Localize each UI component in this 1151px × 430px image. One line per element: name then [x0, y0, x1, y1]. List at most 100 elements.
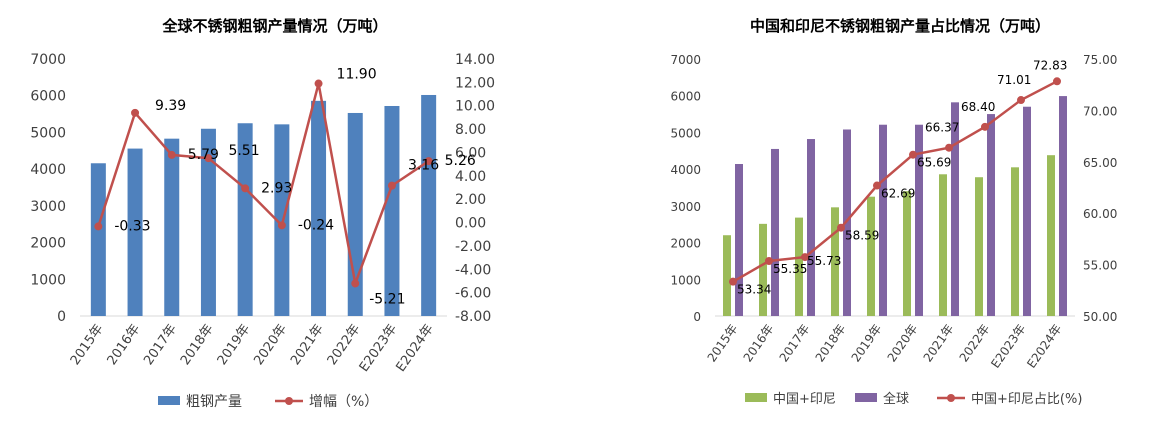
- data-label: 3.16: [408, 158, 439, 174]
- bar-2-2: [1023, 106, 1031, 316]
- right-axis-tick-label: 4.00: [455, 169, 486, 185]
- right-axis-tick-label: 50.00: [1083, 310, 1117, 324]
- bar-2-2: [987, 114, 995, 316]
- chart1-title: 全球不锈钢粗钢产量情况（万吨）: [161, 17, 387, 35]
- left-axis-tick-label: 4000: [30, 162, 66, 178]
- category-tick-label: E2023年: [988, 322, 1028, 371]
- left-axis-tick-label: 6000: [670, 90, 701, 104]
- category-tick-label: 2015年: [705, 322, 741, 365]
- category-tick-label: 2018年: [178, 322, 217, 368]
- data-label: 62.69: [881, 187, 915, 201]
- line-point: [873, 181, 881, 190]
- category-tick-label: 2017年: [141, 322, 180, 368]
- legend-label: 中国+印尼: [773, 392, 836, 407]
- bar-1-1: [311, 100, 327, 317]
- bar-1-1: [164, 138, 180, 316]
- line-point: [204, 154, 213, 163]
- left-axis-tick-label: 5000: [670, 126, 701, 140]
- data-label: -0.33: [114, 218, 150, 234]
- line-point: [277, 221, 286, 230]
- bar-2-1: [1047, 155, 1055, 316]
- data-label: 9.39: [155, 98, 186, 114]
- line-point: [387, 181, 396, 190]
- line-point: [981, 122, 989, 131]
- data-label: 58.59: [845, 229, 879, 243]
- bar-1-1: [90, 163, 106, 316]
- category-tick-label: 2015年: [68, 322, 107, 368]
- data-label: 5.51: [228, 143, 259, 159]
- left-axis-tick-label: 3000: [670, 200, 701, 214]
- data-label: -0.24: [298, 217, 334, 233]
- line-point: [909, 150, 917, 159]
- data-label: -5.21: [369, 291, 405, 307]
- data-label: 5.79: [188, 147, 219, 163]
- data-label: 55.35: [773, 262, 807, 276]
- right-axis-tick-label: -8.00: [455, 309, 491, 325]
- line-series: [732, 80, 1058, 283]
- right-axis-tick-label: 14.00: [455, 52, 495, 68]
- bar-2-2: [951, 102, 959, 316]
- legend-marker: [285, 397, 293, 405]
- right-axis-tick-label: 10.00: [455, 99, 495, 115]
- category-tick-label: 2022年: [325, 322, 364, 368]
- right-axis-tick-label: 75.00: [1083, 53, 1117, 67]
- data-label: 71.01: [997, 73, 1031, 87]
- line-point: [351, 279, 360, 288]
- line-point: [131, 108, 140, 117]
- data-label: 55.73: [807, 254, 841, 268]
- bar-1-1: [384, 105, 400, 316]
- left-axis-tick-label: 1000: [30, 272, 66, 288]
- bar-2-1: [939, 174, 947, 316]
- bar-1-1: [421, 94, 437, 316]
- data-label: 65.69: [917, 156, 951, 170]
- line-point: [801, 253, 809, 262]
- bar-1-1: [274, 124, 290, 316]
- category-tick-label: 2016年: [105, 322, 144, 368]
- right-axis-tick-label: 12.00: [455, 75, 495, 91]
- line-point: [424, 157, 433, 166]
- line-point: [765, 257, 773, 266]
- right-axis-tick-label: 55.00: [1083, 259, 1117, 273]
- chart2-plot: 0 1000 2000 3000 4000 5000 6000 7000 50.00 55.00 6…: [670, 53, 1117, 407]
- left-axis-tick-label: 3000: [30, 199, 66, 215]
- category-tick-label: 2019年: [849, 322, 885, 365]
- right-axis-tick-label: 0.00: [455, 216, 486, 232]
- left-axis-tick-label: 0: [57, 309, 66, 325]
- bar-1-1: [127, 148, 143, 316]
- legend-marker: [947, 394, 955, 402]
- category-tick-label: E2024年: [1024, 322, 1064, 371]
- line-point: [314, 79, 323, 88]
- right-axis-tick-label: 2.00: [455, 192, 486, 208]
- right-axis-tick-label: -4.00: [455, 262, 491, 278]
- data-label: 66.37: [925, 121, 959, 135]
- bar-2-2: [915, 124, 923, 317]
- category-tick-label: 2021年: [921, 322, 957, 365]
- bar-2-1: [975, 177, 983, 316]
- category-tick-label: 2016年: [741, 322, 777, 365]
- bar-2-2: [735, 164, 743, 316]
- right-axis-tick-label: 8.00: [455, 122, 486, 138]
- category-tick-label: 2020年: [251, 322, 290, 368]
- bar-2-2: [1059, 96, 1067, 317]
- left-axis-tick-label: 7000: [670, 53, 701, 67]
- bar-2-2: [807, 139, 815, 316]
- bar-2-1: [759, 223, 767, 316]
- line-point: [945, 143, 953, 152]
- category-tick-label: 2022年: [957, 322, 993, 365]
- line-point: [1017, 96, 1025, 105]
- line-point: [1053, 77, 1061, 86]
- chart2-title: 中国和印尼不锈钢粗钢产量占比情况（万吨）: [750, 17, 1050, 35]
- category-tick-label: E2024年: [393, 322, 436, 375]
- line-series: [97, 83, 430, 289]
- left-axis-tick-label: 5000: [30, 125, 66, 141]
- bar-2-1: [723, 235, 731, 316]
- left-axis-tick-label: 6000: [30, 89, 66, 105]
- bar-1-1: [200, 128, 216, 316]
- line-point: [837, 223, 845, 232]
- bar-2-1: [1011, 167, 1019, 316]
- line-point: [241, 184, 250, 193]
- left-axis-tick-label: 0: [693, 310, 701, 324]
- bar-2-1: [795, 217, 803, 316]
- bar-2-1: [903, 191, 911, 316]
